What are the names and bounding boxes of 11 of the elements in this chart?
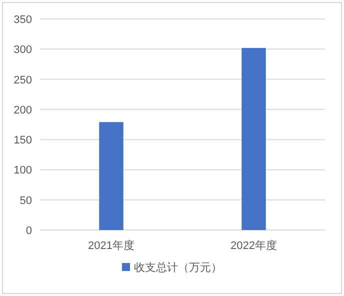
x-tick-label: 2022年度 [230,239,277,252]
y-tick-label: 250 [14,74,32,86]
x-tick-label: 2021年度 [88,239,134,252]
legend-label: 收支总计（万元） [134,261,222,274]
y-tick-label: 200 [14,104,32,116]
y-tick-label: 150 [14,134,32,147]
y-tick-label: 350 [14,14,32,26]
y-tick-label: 50 [20,194,32,207]
y-tick-label: 100 [14,164,32,177]
y-tick-label: 300 [14,44,32,56]
y-tick-label: 0 [26,225,32,237]
